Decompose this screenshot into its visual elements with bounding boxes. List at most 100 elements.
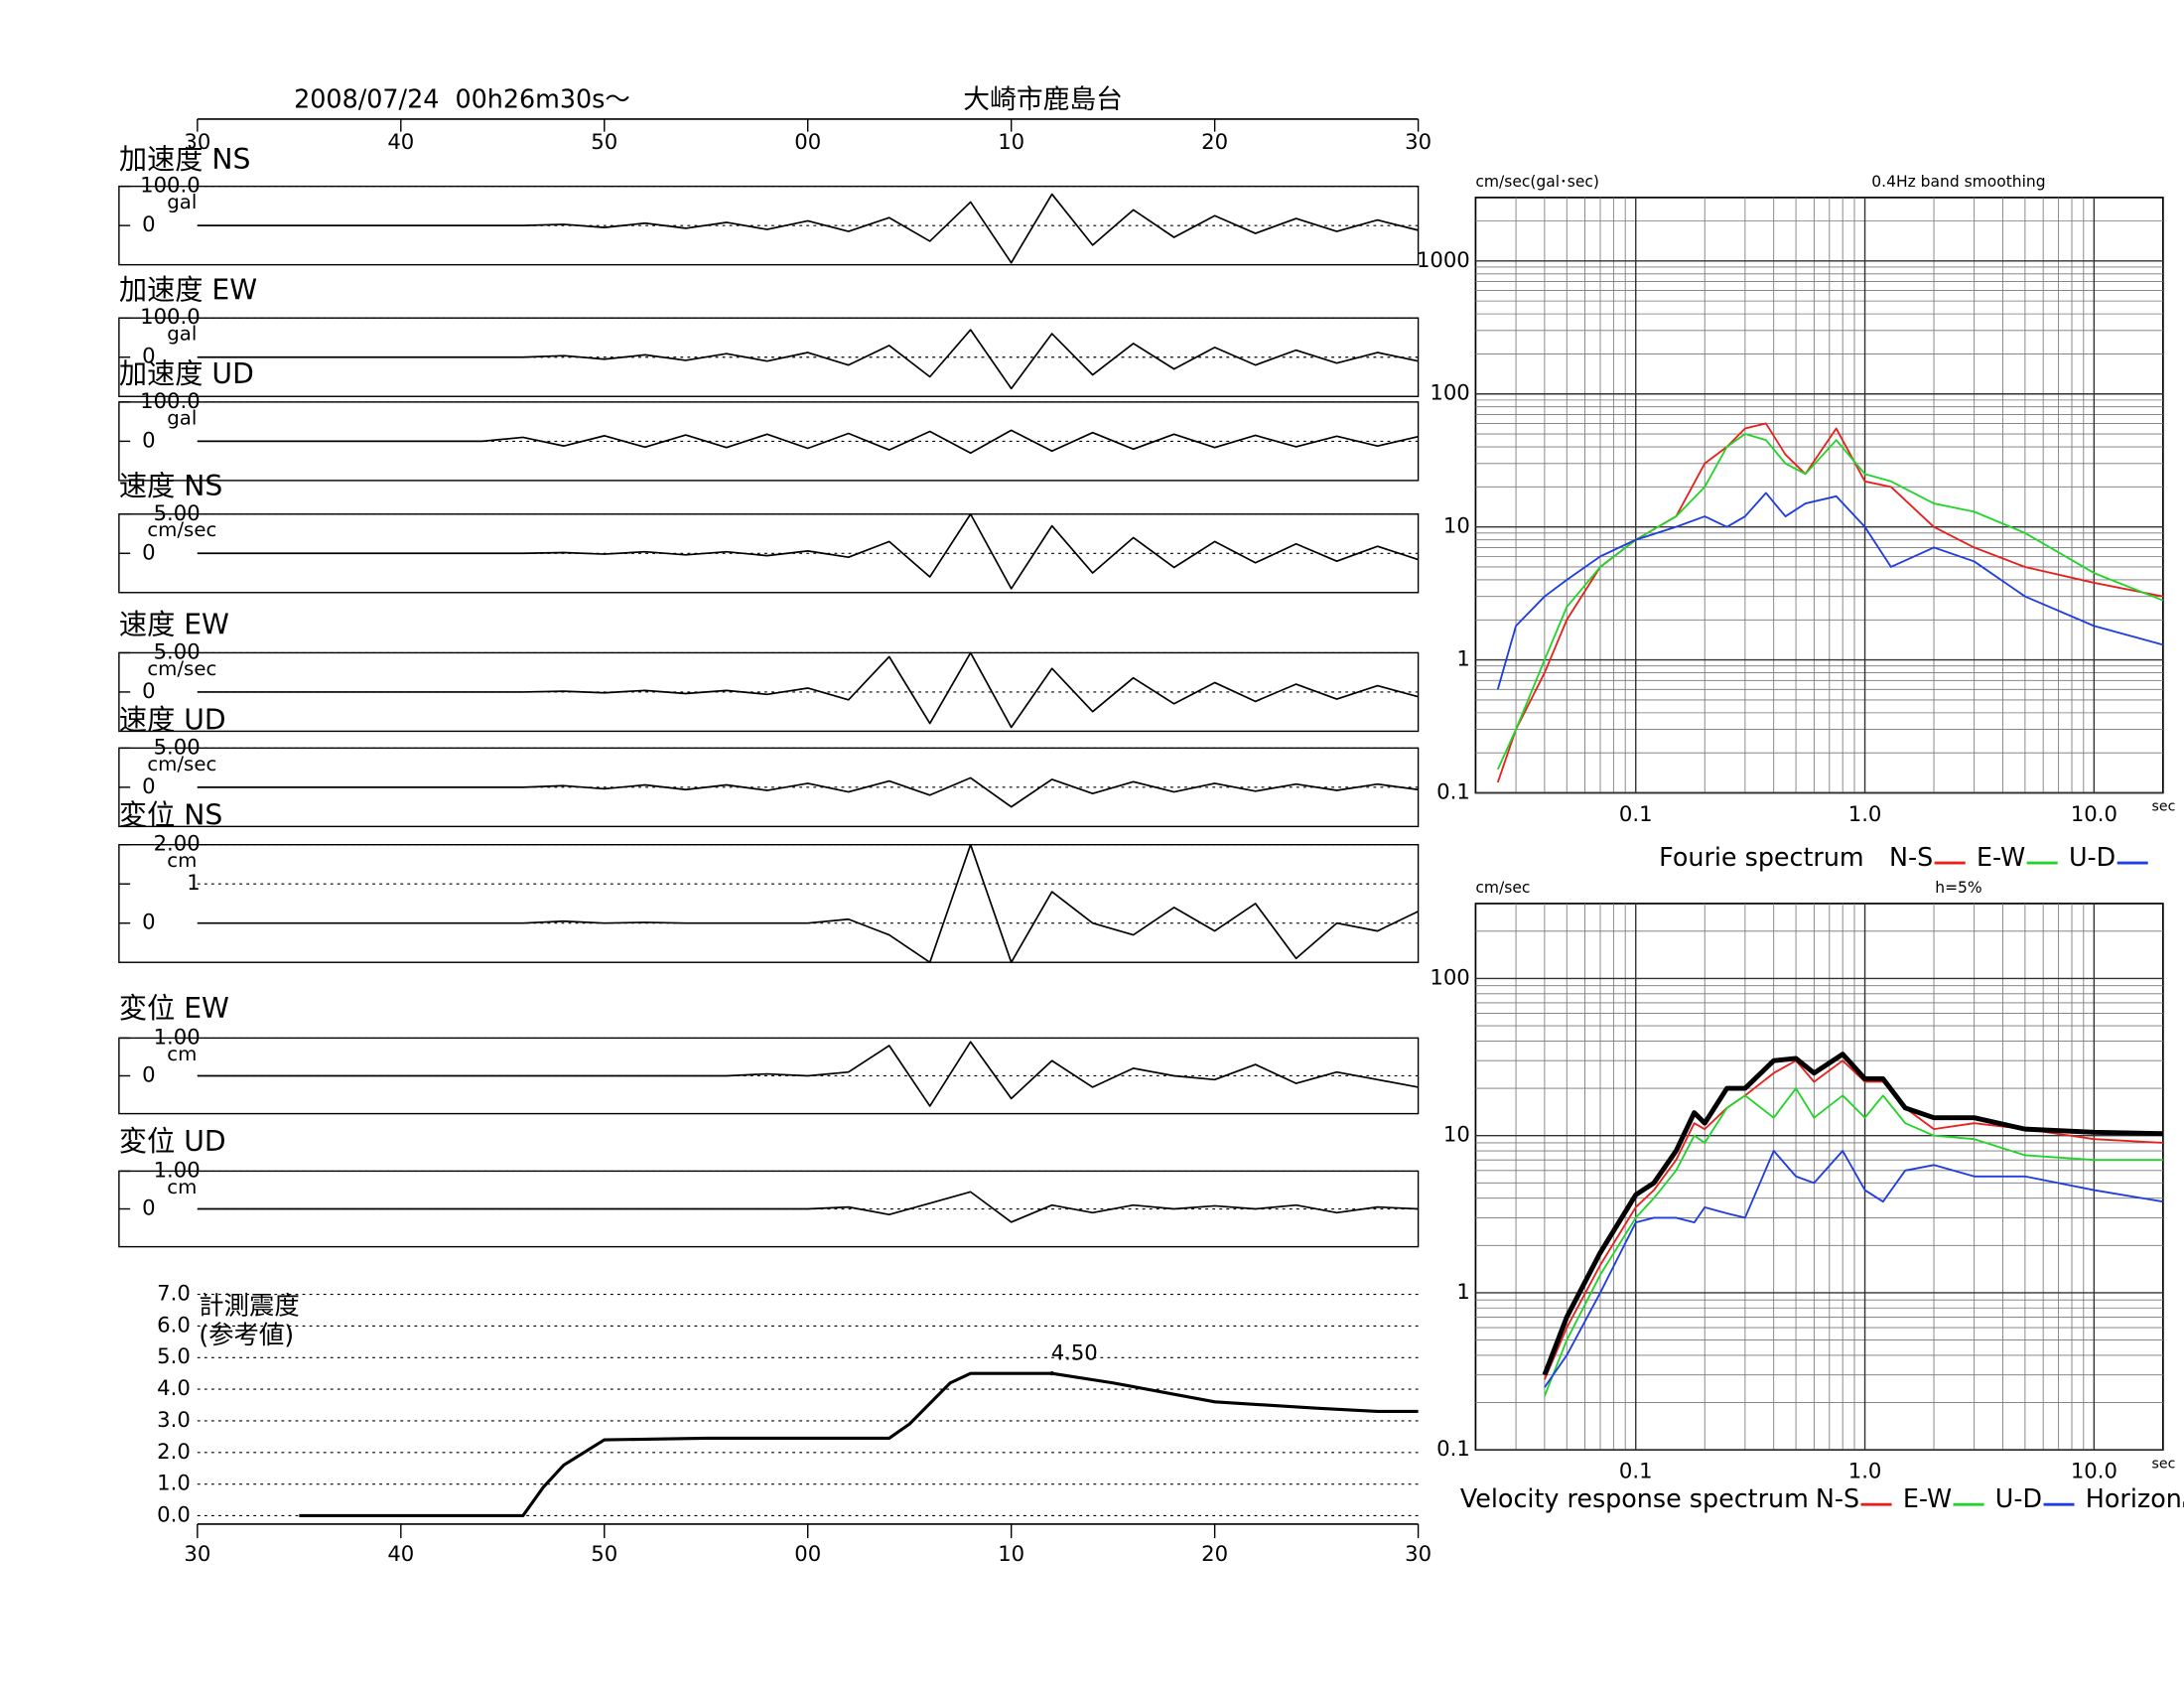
time-tick-label: 30 (184, 129, 210, 154)
legend-label: E-W (1977, 842, 2025, 872)
y-tick-label: 100 (1430, 964, 1469, 989)
y-unit: cm/sec (147, 518, 216, 541)
time-tick-label: 30 (1405, 129, 1432, 154)
time-tick-label: 20 (1201, 129, 1228, 154)
chart-note: 0.4Hz band smoothing (1871, 173, 2045, 191)
x-tick-label: 30 (184, 1541, 210, 1566)
y-unit: gal (167, 191, 197, 213)
y-tick-label: 5.00 (154, 500, 201, 525)
y-tick-label: 1 (187, 870, 200, 895)
spectrum-line (1544, 1087, 2163, 1397)
legend-title: Velocity response spectrum (1460, 1483, 1809, 1513)
y-tick-label: 4.0 (157, 1375, 191, 1400)
y-tick-label: 3.0 (157, 1407, 191, 1432)
trace-title: 加速度 EW (119, 273, 257, 306)
y-tick-label: 1.00 (154, 1024, 201, 1049)
trace-title: 速度 EW (119, 609, 229, 641)
waveform (197, 1191, 1419, 1223)
y-tick-label: 100 (1430, 380, 1469, 405)
y-unit: cm (167, 1043, 197, 1065)
time-tick-label: 50 (591, 129, 617, 154)
y-tick-label: 1.00 (154, 1157, 201, 1182)
y-tick-label: 0 (142, 1061, 155, 1086)
waveform (197, 776, 1419, 808)
y-tick-label: 1000 (1417, 247, 1470, 272)
y-tick-label: 7.0 (157, 1281, 191, 1306)
waveform (197, 193, 1419, 264)
y-unit: cm/sec (1475, 879, 1530, 897)
y-tick-label: 0 (142, 678, 155, 703)
y-tick-label: 0 (142, 1196, 155, 1220)
y-tick-label: 100.0 (140, 173, 201, 198)
y-tick-label: 0 (142, 910, 155, 934)
y-tick-label: 1.0 (157, 1471, 191, 1495)
time-tick-label: 10 (998, 129, 1024, 154)
legend-label: E-W (1903, 1483, 1952, 1513)
legend-label: U-D (2069, 842, 2116, 872)
spectrum-line (1544, 1150, 2163, 1388)
x-tick-label: 1.0 (1848, 1459, 1882, 1483)
annotation-label: 4.50 (1051, 1339, 1098, 1364)
waveform (197, 429, 1419, 455)
trace-title: 変位 EW (119, 992, 229, 1025)
y-tick-label: 5.0 (157, 1343, 191, 1368)
y-tick-label: 10 (1443, 513, 1470, 538)
record-datetime: 2008/07/24 00h26m30s〜 (294, 84, 630, 114)
chart-title: 計測震度 (199, 1290, 299, 1320)
legend-label: N-S (1816, 1483, 1859, 1513)
waveform (197, 329, 1419, 390)
station-name: 大崎市鹿島台 (963, 84, 1123, 115)
trace-title: 変位 UD (119, 1125, 226, 1158)
y-tick-label: 0 (142, 427, 155, 452)
y-tick-label: 5.00 (154, 638, 201, 663)
y-tick-label: 6.0 (157, 1312, 191, 1336)
y-tick-label: 0 (142, 539, 155, 564)
waveform (197, 843, 1419, 964)
y-unit: cm/sec (147, 753, 216, 775)
chart-subtitle: (参考値) (199, 1320, 294, 1349)
annotation-point (1049, 1371, 1054, 1376)
y-tick-label: 0 (142, 344, 155, 368)
y-tick-label: 1 (1456, 646, 1469, 671)
spectrum-line (1496, 492, 2164, 690)
legend-title: Fourie spectrum (1659, 842, 1863, 872)
legend-label: U-D (1995, 1483, 2042, 1513)
y-unit: cm (167, 1176, 197, 1198)
y-tick-label: 10 (1443, 1122, 1470, 1147)
y-unit: gal (167, 323, 197, 346)
trace-frame (118, 844, 1420, 963)
y-tick-label: 5.00 (154, 734, 201, 759)
y-tick-label: 0.1 (1436, 779, 1470, 804)
x-tick-label: 10.0 (2071, 1459, 2117, 1483)
legend-label: N-S (1889, 842, 1933, 872)
spectrum-line (1544, 1059, 2163, 1380)
y-tick-label: 1 (1456, 1279, 1469, 1304)
x-tick-label: 20 (1201, 1541, 1228, 1566)
x-tick-label: 1.0 (1848, 801, 1882, 826)
y-unit: gal (167, 406, 197, 429)
trace-title: 加速度 NS (119, 143, 251, 176)
y-tick-label: 0 (142, 211, 155, 236)
trace-title: 変位 NS (119, 798, 222, 831)
y-tick-label: 0 (142, 774, 155, 798)
spectrum-line (1542, 1052, 2163, 1376)
x-tick-label: 30 (1405, 1541, 1432, 1566)
x-tick-label: 00 (794, 1541, 821, 1566)
x-tick-label: 0.1 (1619, 801, 1653, 826)
y-tick-label: 2.00 (154, 831, 201, 856)
spectrum-line (1496, 422, 2164, 783)
chart-note: h=5% (1935, 879, 1981, 897)
trace-title: 加速度 UD (119, 357, 254, 390)
legend-label: Horizon (2086, 1483, 2182, 1513)
trace-title: 速度 UD (119, 704, 226, 737)
y-tick-label: 0.1 (1436, 1436, 1470, 1461)
x-tick-label: 10 (998, 1541, 1024, 1566)
waveform (197, 651, 1419, 729)
x-tick-label: 0.1 (1619, 1459, 1653, 1483)
y-unit: cm/sec(gal･sec) (1475, 173, 1599, 191)
waveform (197, 512, 1419, 590)
x-tick-label: 50 (591, 1541, 617, 1566)
waveform (197, 1041, 1419, 1107)
